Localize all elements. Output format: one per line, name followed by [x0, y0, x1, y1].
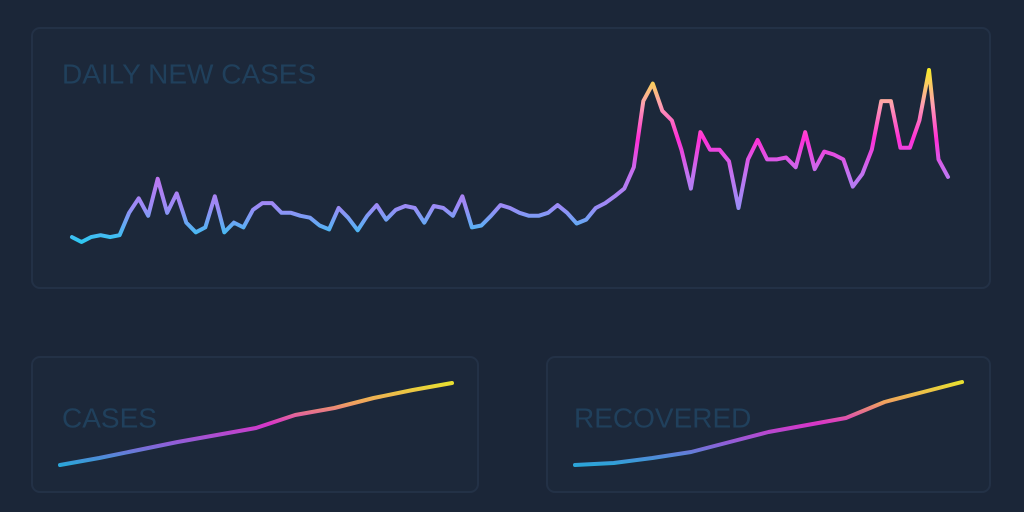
card-title: CASES — [62, 402, 157, 433]
card-title: RECOVERED — [574, 402, 751, 433]
card-title: DAILY NEW CASES — [62, 58, 316, 89]
trend-line — [573, 380, 964, 467]
card — [31, 356, 479, 493]
card — [31, 27, 991, 289]
trend-line — [58, 381, 454, 467]
trend-line — [70, 68, 950, 244]
